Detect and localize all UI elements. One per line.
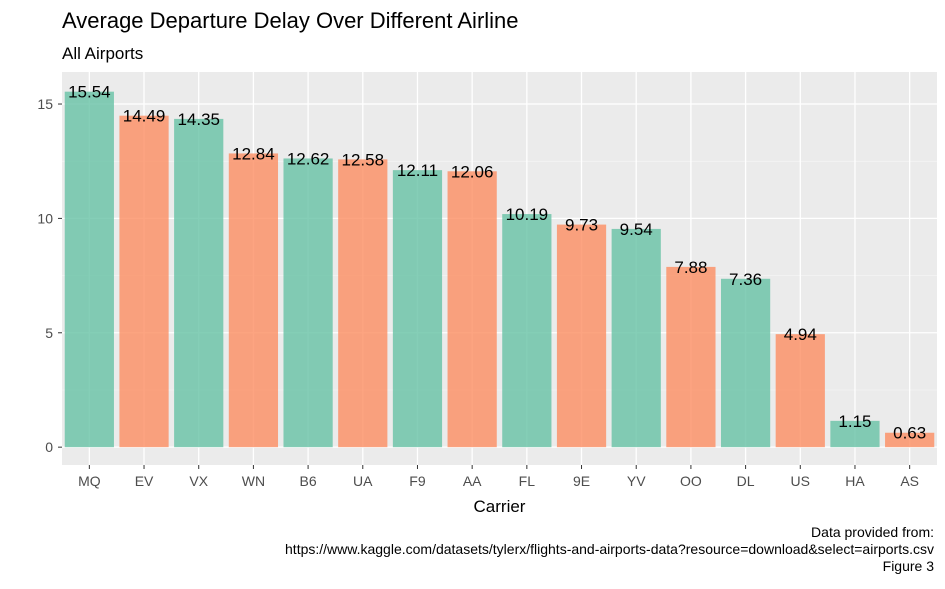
x-tick-label: UA — [353, 473, 373, 489]
value-label-MQ: 15.54 — [68, 83, 111, 102]
x-tick-label: OO — [680, 473, 702, 489]
value-labels: 15.54 14.49 14.35 12.84 12.62 12.58 12.11 12.06… — [68, 83, 926, 443]
value-label-F9: 12.11 — [397, 161, 438, 180]
x-tick-label: 9E — [573, 473, 590, 489]
value-label-9E: 9.73 — [565, 216, 598, 235]
value-label-DL: 7.36 — [729, 270, 762, 289]
value-label-FL: 10.19 — [506, 205, 549, 224]
bar-9E — [556, 224, 607, 448]
bar-B6 — [283, 158, 333, 448]
value-label-AS: 0.63 — [893, 424, 926, 443]
bar-OO — [666, 266, 716, 448]
bar-DL — [720, 278, 771, 448]
x-axis-label: Carrier — [474, 497, 526, 516]
x-tick-label: VX — [189, 473, 208, 489]
value-label-US: 4.94 — [784, 325, 817, 344]
x-tick-label: EV — [135, 473, 154, 489]
value-label-WN: 12.84 — [232, 144, 275, 163]
bar-HA — [830, 420, 880, 448]
x-tick-label: FL — [519, 473, 536, 489]
x-tick-label: DL — [737, 473, 755, 489]
value-label-B6: 12.62 — [287, 149, 330, 168]
value-label-VX: 14.35 — [177, 110, 220, 129]
x-tick-label: AS — [900, 473, 919, 489]
bar-AS — [885, 432, 935, 448]
value-label-HA: 1.15 — [838, 412, 871, 431]
caption-line-2: https://www.kaggle.com/datasets/tylerx/f… — [285, 541, 934, 557]
x-tick-label: MQ — [78, 473, 101, 489]
caption-line-3: Figure 3 — [883, 558, 935, 574]
value-label-OO: 7.88 — [674, 258, 707, 277]
bar-FL — [502, 214, 552, 448]
x-tick-label: WN — [242, 473, 265, 489]
bar-UA — [338, 159, 388, 448]
value-label-YV: 9.54 — [620, 220, 653, 239]
chart-subtitle: All Airports — [62, 44, 143, 63]
value-label-AA: 12.06 — [451, 162, 494, 181]
bar-WN — [228, 153, 279, 448]
chart-title: Average Departure Delay Over Different A… — [62, 8, 519, 33]
x-tick-label: F9 — [409, 473, 426, 489]
x-tick-label: B6 — [300, 473, 317, 489]
y-tick-label: 0 — [45, 439, 53, 455]
bars — [64, 91, 935, 448]
value-label-UA: 12.58 — [342, 150, 385, 169]
y-axis-ticks: 0 5 10 15 — [37, 96, 62, 455]
bar-MQ — [64, 91, 114, 448]
value-label-EV: 14.49 — [123, 107, 166, 126]
x-tick-label: HA — [845, 473, 865, 489]
bar-VX — [174, 118, 224, 448]
bar-EV — [119, 115, 169, 448]
x-tick-label: AA — [463, 473, 482, 489]
caption-line-1: Data provided from: — [811, 524, 934, 540]
bar-YV — [611, 228, 661, 448]
bar-AA — [447, 171, 497, 448]
x-tick-label: US — [791, 473, 810, 489]
y-tick-label: 15 — [37, 96, 53, 112]
y-tick-label: 5 — [45, 325, 53, 341]
bar-US — [775, 334, 825, 448]
bar-F9 — [392, 170, 443, 448]
x-tick-label: YV — [627, 473, 646, 489]
y-tick-label: 10 — [37, 210, 53, 226]
x-axis-ticks: MQ EV VX WN B6 UA F9 AA FL 9E YV OO DL US HA AS — [78, 465, 919, 489]
